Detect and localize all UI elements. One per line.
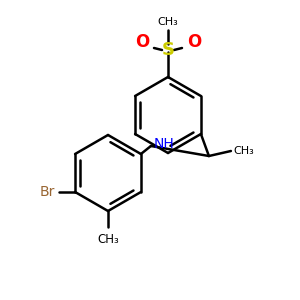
Text: O: O: [187, 33, 201, 51]
Text: Br: Br: [40, 185, 55, 199]
Text: CH₃: CH₃: [158, 17, 178, 27]
Text: NH: NH: [154, 137, 175, 151]
Text: O: O: [135, 33, 149, 51]
Text: CH₃: CH₃: [233, 146, 254, 156]
Text: S: S: [161, 41, 175, 59]
Text: CH₃: CH₃: [97, 233, 119, 246]
